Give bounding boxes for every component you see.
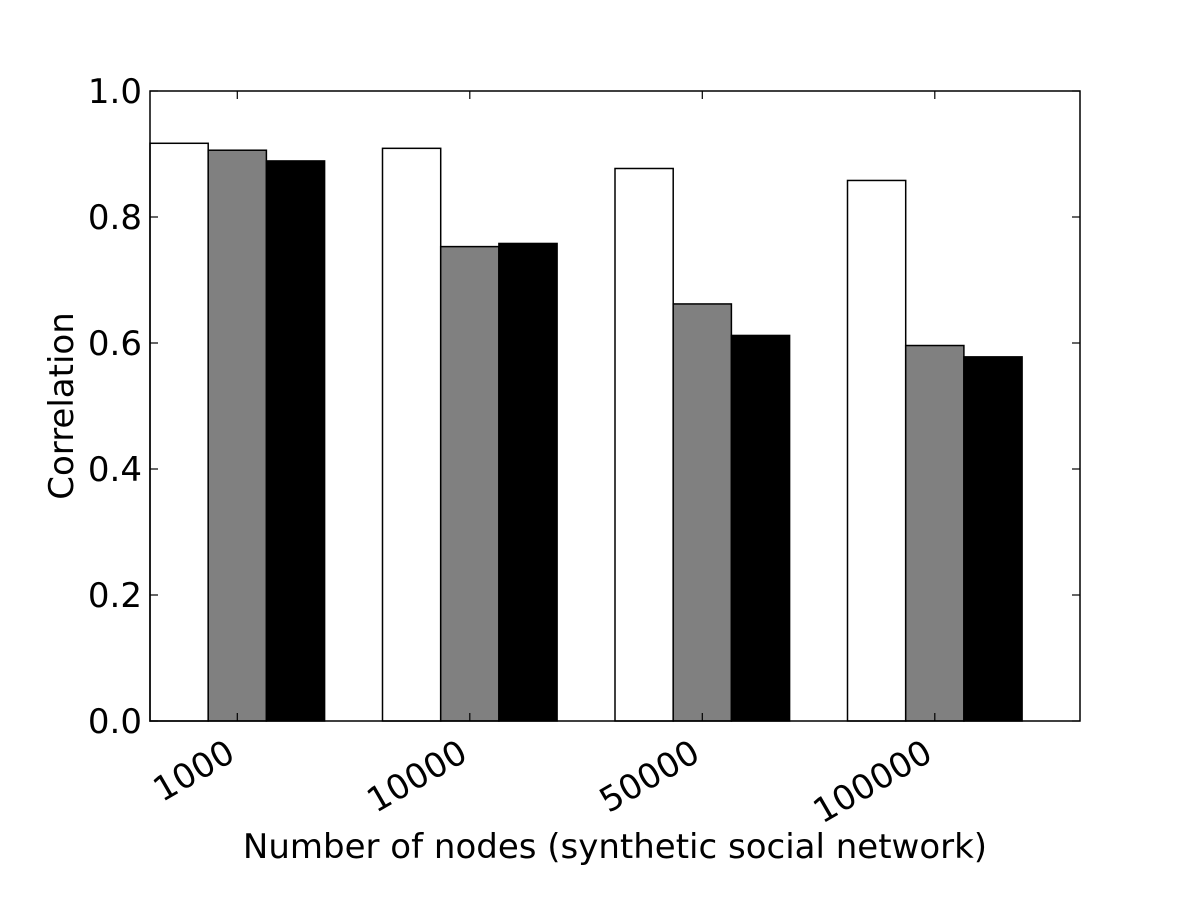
bar-series-2-10000	[439, 245, 500, 722]
y-tick-label: 0.6	[88, 324, 142, 364]
y-tick-label: 0.2	[88, 576, 142, 616]
bar-series-3-100000	[963, 356, 1023, 722]
bar-series-1-100000	[846, 179, 907, 722]
y-tick-label: 1.0	[88, 72, 142, 112]
bars-layer	[149, 142, 1023, 722]
bar-series-3-50000	[730, 334, 791, 722]
y-tick-label: 0.8	[88, 198, 142, 238]
bar-series-3-10000	[498, 242, 558, 722]
x-tick-label: 10000	[360, 732, 474, 821]
bar-series-3-1000	[265, 160, 326, 722]
bar-series-1-10000	[381, 147, 442, 722]
y-axis-title: Correlation	[42, 312, 82, 499]
x-axis-title: Number of nodes (synthetic social networ…	[243, 827, 987, 867]
ticks-layer	[150, 90, 1080, 722]
x-tick-label: 100000	[807, 732, 939, 832]
bar-series-1-1000	[149, 142, 209, 722]
x-tick-label: 1000	[147, 732, 242, 810]
y-tick-label: 0.4	[88, 450, 142, 490]
x-tick-label: 50000	[593, 732, 707, 821]
bar-series-1-50000	[614, 167, 674, 722]
bar-series-2-100000	[904, 344, 965, 722]
y-tick-labels: 0.0 0.2 0.4 0.6 0.8 1.0	[88, 72, 142, 742]
x-tick-labels: 1000 10000 50000 100000	[147, 732, 939, 832]
bar-series-2-1000	[207, 149, 268, 722]
y-tick-label: 0.0	[88, 702, 142, 742]
plot-frame	[149, 90, 1081, 722]
bar-series-2-50000	[672, 303, 733, 722]
